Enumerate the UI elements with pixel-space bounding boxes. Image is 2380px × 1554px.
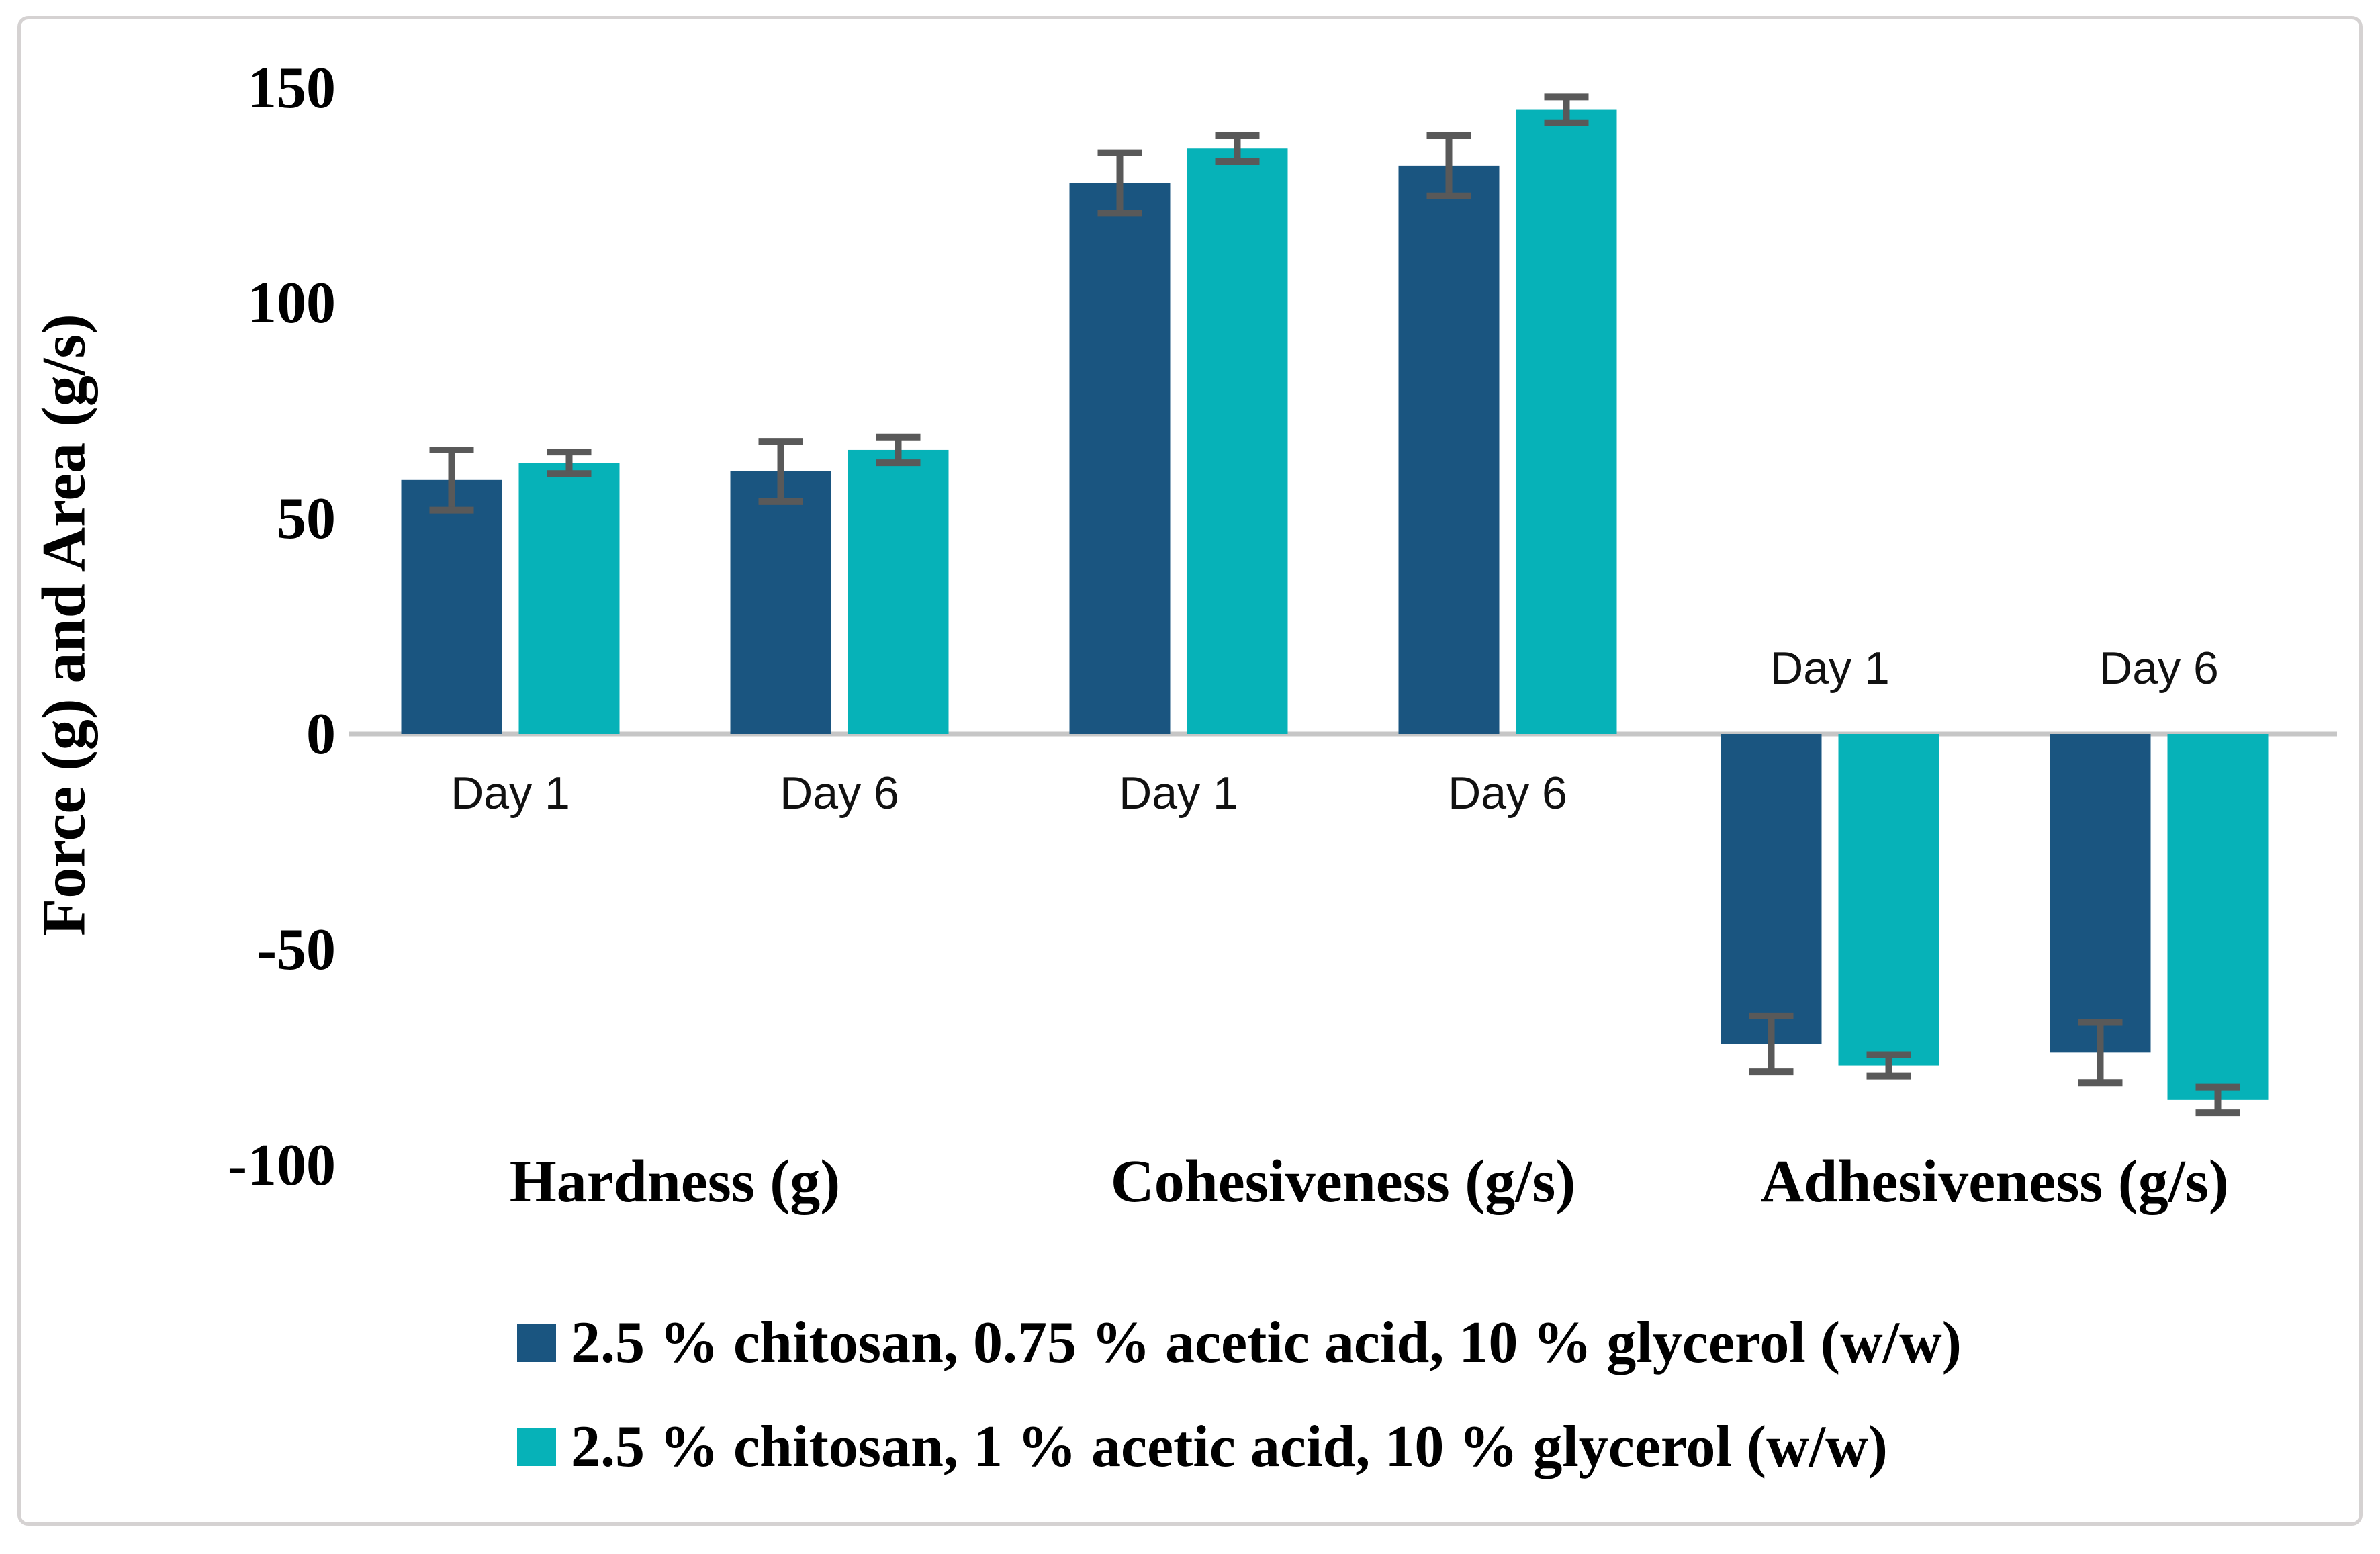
error-bar-s2-cohesiveness-day1 (1215, 132, 1260, 165)
legend-label-series1: 2.5 % chitosan, 0.75 % acetic acid, 10 %… (571, 1310, 1962, 1375)
day-label-adhesiveness-day6: Day 6 (2099, 643, 2219, 694)
y-tick-neg50: -50 (257, 917, 336, 982)
y-tick-100: 100 (247, 271, 336, 336)
bar-s2-cohesiveness-day1 (1187, 148, 1288, 735)
bar-s2-adhesiveness-day1 (1838, 734, 1939, 1066)
group-label-adhesiveness: Adhesiveness (g/s) (1760, 1148, 2229, 1215)
legend-swatch-series2 (517, 1428, 556, 1466)
day-label-hardness-day6: Day 6 (780, 768, 899, 819)
legend-item-series1: 2.5 % chitosan, 0.75 % acetic acid, 10 %… (517, 1303, 1962, 1383)
bar-s2-cohesiveness-day6 (1516, 109, 1617, 735)
legend-item-series2: 2.5 % chitosan, 1 % acetic acid, 10 % gl… (517, 1407, 1888, 1488)
y-axis-title: Force (g) and Area (g/s) (29, 314, 98, 936)
legend-label-series2: 2.5 % chitosan, 1 % acetic acid, 10 % gl… (571, 1414, 1888, 1479)
day-label-cohesiveness-day6: Day 6 (1448, 768, 1567, 819)
bar-s2-hardness-day1 (518, 463, 620, 734)
group-label-hardness: Hardness (g) (509, 1148, 841, 1215)
error-bar-s2-hardness-day6 (876, 433, 921, 467)
bar-s1-cohesiveness-day1 (1069, 183, 1171, 734)
error-bar-s2-adhesiveness-day6 (2195, 1083, 2240, 1117)
y-tick-50: 50 (277, 486, 336, 551)
error-bar-s1-cohesiveness-day1 (1097, 149, 1142, 217)
bar-s1-hardness-day6 (730, 471, 831, 734)
error-bar-s2-adhesiveness-day1 (1866, 1051, 1911, 1080)
bar-s1-adhesiveness-day6 (2050, 734, 2151, 1053)
error-bar-s1-cohesiveness-day6 (1426, 132, 1471, 199)
y-tick-neg100: -100 (227, 1133, 336, 1198)
y-tick-0: 0 (306, 702, 336, 767)
error-bar-s1-hardness-day1 (429, 446, 474, 514)
day-label-hardness-day1: Day 1 (451, 768, 570, 819)
group-label-cohesiveness: Cohesiveness (g/s) (1110, 1148, 1576, 1215)
error-bar-s2-cohesiveness-day6 (1544, 93, 1589, 126)
day-label-cohesiveness-day1: Day 1 (1119, 768, 1238, 819)
day-label-adhesiveness-day1: Day 1 (1770, 643, 1890, 694)
bar-s2-hardness-day6 (848, 449, 949, 734)
error-bar-s2-hardness-day1 (547, 449, 592, 477)
bar-s2-adhesiveness-day6 (2167, 734, 2269, 1100)
bar-s1-cohesiveness-day6 (1398, 165, 1500, 734)
legend-swatch-series1 (517, 1324, 556, 1362)
error-bar-s1-adhesiveness-day1 (1749, 1012, 1794, 1076)
bar-s1-adhesiveness-day1 (1721, 734, 1822, 1044)
error-bar-s1-adhesiveness-day6 (2078, 1019, 2123, 1087)
bar-s1-hardness-day1 (401, 479, 502, 734)
error-bar-s1-hardness-day6 (758, 438, 803, 505)
y-tick-150: 150 (247, 56, 336, 121)
